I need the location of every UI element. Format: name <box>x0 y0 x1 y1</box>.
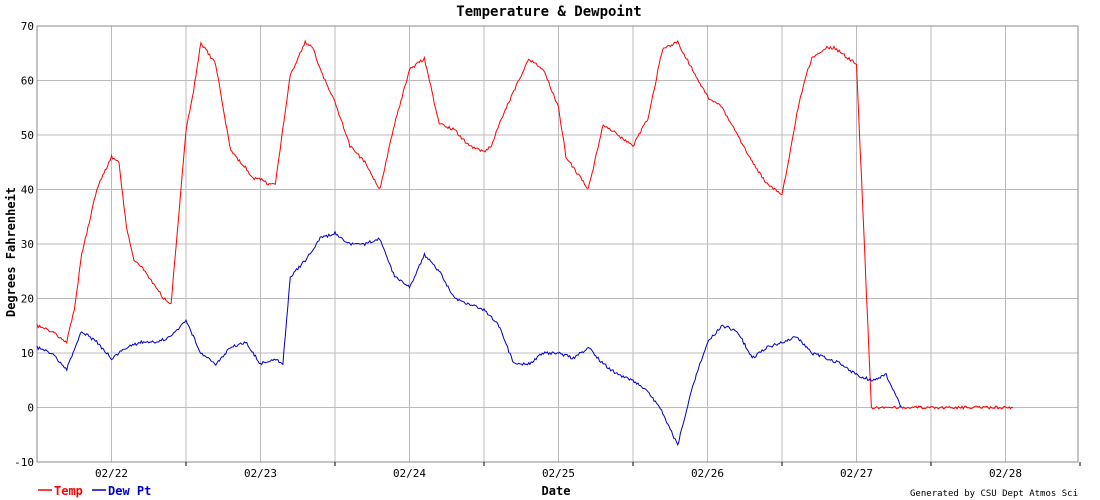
dewpt-series-line <box>36 230 902 447</box>
x-tick-label: 02/27 <box>840 467 873 480</box>
plot-frame <box>36 25 1079 463</box>
temp-series-line <box>36 39 1013 410</box>
x-tick-label: 02/28 <box>989 467 1022 480</box>
x-tick-label: 02/22 <box>95 467 128 480</box>
credit-text: Generated by CSU Dept Atmos Sci <box>910 489 1078 499</box>
chart-title: Temperature & Dewpoint <box>456 4 641 20</box>
y-tick-label: 0 <box>27 402 34 415</box>
y-tick-label: 40 <box>21 184 34 197</box>
legend-dewpt-label: Dew Pt <box>108 484 151 498</box>
series-layer <box>36 39 1013 447</box>
tick-labels: -10 0 10 20 30 40 50 60 70 02/22 02/23 02/24 02/25 02… <box>14 20 1081 480</box>
y-tick-label: 10 <box>21 347 34 360</box>
legend: Temp Dew Pt <box>38 484 151 498</box>
x-tick-label: 02/24 <box>393 467 426 480</box>
y-tick-label: 60 <box>21 75 34 88</box>
x-tick-label: 02/25 <box>542 467 575 480</box>
y-tick-label: 30 <box>21 238 34 251</box>
y-tick-label: 50 <box>21 129 34 142</box>
y-axis-title: Degrees Fahrenheit <box>4 187 18 317</box>
x-tick-label: 02/23 <box>244 467 277 480</box>
y-tick-label: 70 <box>21 20 34 33</box>
legend-temp-label: Temp <box>54 484 83 498</box>
x-axis-title: Date <box>542 484 571 498</box>
grid <box>37 25 1078 463</box>
y-tick-label: -10 <box>14 456 34 469</box>
x-tick-label: 02/26 <box>691 467 724 480</box>
y-tick-label: 20 <box>21 293 34 306</box>
